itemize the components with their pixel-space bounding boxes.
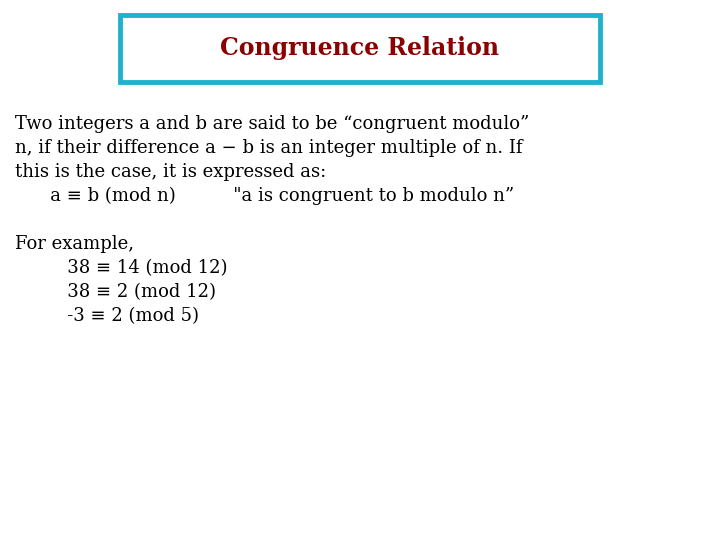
Text: 38 ≡ 14 (mod 12): 38 ≡ 14 (mod 12) (50, 259, 228, 277)
Text: Congruence Relation: Congruence Relation (220, 37, 500, 60)
Text: n, if their difference a − b is an integer multiple of n. If: n, if their difference a − b is an integ… (15, 139, 523, 157)
Text: Two integers a and b are said to be “congruent modulo”: Two integers a and b are said to be “con… (15, 115, 529, 133)
Text: this is the case, it is expressed as:: this is the case, it is expressed as: (15, 163, 326, 181)
Text: For example,: For example, (15, 235, 134, 253)
FancyBboxPatch shape (120, 15, 600, 82)
Text: a ≡ b (mod n)          "a is congruent to b modulo n”: a ≡ b (mod n) "a is congruent to b modul… (33, 187, 514, 205)
Text: -3 ≡ 2 (mod 5): -3 ≡ 2 (mod 5) (50, 307, 199, 325)
Text: 38 ≡ 2 (mod 12): 38 ≡ 2 (mod 12) (50, 283, 216, 301)
